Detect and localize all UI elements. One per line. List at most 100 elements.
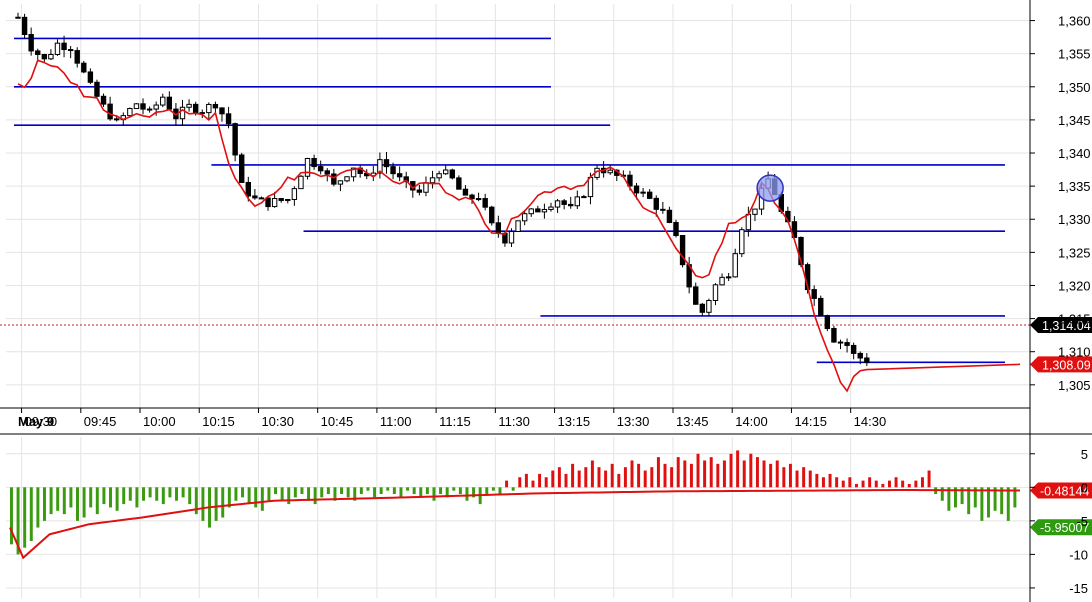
histogram-bar[interactable]: [1006, 487, 1010, 521]
histogram-bar[interactable]: [300, 487, 304, 495]
candle-body[interactable]: [581, 196, 587, 199]
candle-body[interactable]: [245, 181, 252, 197]
candle-body[interactable]: [192, 103, 199, 114]
histogram-bar[interactable]: [795, 470, 799, 488]
histogram-bar[interactable]: [505, 480, 509, 488]
histogram-bar[interactable]: [399, 487, 403, 498]
histogram-bar[interactable]: [386, 487, 390, 491]
histogram-bar[interactable]: [656, 457, 660, 488]
histogram-bar[interactable]: [729, 453, 733, 488]
candle-body[interactable]: [54, 42, 61, 55]
histogram-bar[interactable]: [260, 487, 264, 511]
histogram-bar[interactable]: [109, 487, 112, 508]
histogram-bar[interactable]: [419, 487, 423, 498]
histogram-bar[interactable]: [604, 470, 608, 488]
histogram-bar[interactable]: [1000, 487, 1004, 515]
histogram-bar[interactable]: [241, 487, 245, 498]
histogram-bar[interactable]: [346, 487, 350, 498]
candle-body[interactable]: [219, 107, 225, 115]
histogram-bar[interactable]: [788, 463, 792, 488]
histogram-bar[interactable]: [703, 460, 707, 488]
histogram-bar[interactable]: [736, 450, 740, 488]
histogram-bar[interactable]: [868, 477, 872, 488]
candle-body[interactable]: [587, 176, 594, 198]
candle-body[interactable]: [679, 235, 686, 266]
candle-body[interactable]: [107, 103, 113, 120]
candle-body[interactable]: [258, 197, 265, 200]
histogram-bar[interactable]: [901, 480, 905, 488]
histogram-bar[interactable]: [148, 487, 152, 498]
candle-body[interactable]: [508, 230, 515, 244]
candle-body[interactable]: [61, 42, 67, 51]
histogram-bar[interactable]: [828, 473, 832, 488]
candle-body[interactable]: [521, 213, 528, 222]
histogram-bar[interactable]: [188, 487, 192, 505]
histogram-bar[interactable]: [472, 487, 476, 498]
candle-body[interactable]: [232, 123, 238, 156]
histogram-bar[interactable]: [683, 460, 687, 488]
histogram-bar[interactable]: [571, 463, 575, 488]
histogram-bar[interactable]: [538, 473, 542, 488]
histogram-bar[interactable]: [960, 487, 964, 505]
histogram-bar[interactable]: [458, 487, 462, 495]
candle-body[interactable]: [864, 357, 870, 364]
histogram-bar[interactable]: [287, 487, 291, 505]
histogram-bar[interactable]: [82, 487, 86, 518]
histogram-bar[interactable]: [353, 487, 357, 501]
candle-body[interactable]: [719, 276, 725, 286]
candle-body[interactable]: [699, 303, 706, 313]
histogram-bar[interactable]: [947, 487, 951, 511]
histogram-bar[interactable]: [452, 487, 456, 491]
histogram-bar[interactable]: [95, 487, 99, 515]
candle-body[interactable]: [745, 213, 752, 231]
candle-body[interactable]: [81, 62, 87, 73]
candle-body[interactable]: [666, 209, 673, 223]
candle-body[interactable]: [15, 16, 21, 19]
histogram-bar[interactable]: [920, 477, 924, 488]
histogram-bar[interactable]: [590, 460, 594, 488]
histogram-bar[interactable]: [821, 477, 825, 488]
candle-body[interactable]: [271, 198, 278, 208]
histogram-bar[interactable]: [135, 487, 139, 508]
candle-body[interactable]: [752, 208, 758, 215]
candle-body[interactable]: [48, 53, 54, 60]
histogram-bar[interactable]: [406, 487, 410, 491]
candle-body[interactable]: [239, 154, 245, 183]
histogram-bar[interactable]: [980, 487, 984, 521]
candle-body[interactable]: [693, 286, 699, 305]
histogram-bar[interactable]: [762, 460, 766, 488]
candle-body[interactable]: [298, 175, 304, 190]
histogram-bar[interactable]: [43, 487, 46, 521]
histogram-bar[interactable]: [102, 487, 106, 505]
histogram-bar[interactable]: [227, 487, 231, 508]
histogram-bar[interactable]: [432, 487, 436, 501]
candle-body[interactable]: [304, 157, 311, 177]
candle-body[interactable]: [469, 194, 475, 200]
candle-body[interactable]: [837, 341, 844, 344]
candle-body[interactable]: [443, 169, 449, 175]
candle-body[interactable]: [133, 103, 140, 110]
histogram-bar[interactable]: [544, 477, 548, 488]
candle-body[interactable]: [436, 173, 442, 179]
histogram-bar[interactable]: [254, 487, 258, 508]
candle-body[interactable]: [482, 198, 488, 208]
support-resistance-lines[interactable]: [0, 37, 1030, 364]
histogram-bar[interactable]: [782, 467, 786, 488]
candle-body[interactable]: [475, 198, 482, 201]
histogram-bar[interactable]: [663, 463, 667, 488]
candle-body[interactable]: [377, 159, 383, 174]
histogram-bar[interactable]: [122, 487, 126, 505]
candle-body[interactable]: [811, 289, 817, 299]
histogram-bar[interactable]: [168, 487, 172, 498]
candle-body[interactable]: [317, 166, 324, 172]
candle-body[interactable]: [449, 169, 455, 179]
candle-body[interactable]: [74, 50, 80, 64]
candle-body[interactable]: [429, 177, 436, 184]
histogram-bar[interactable]: [914, 480, 918, 488]
candle-body[interactable]: [660, 208, 666, 211]
candle-body[interactable]: [732, 253, 738, 278]
candle-body[interactable]: [186, 103, 192, 108]
histogram-bar[interactable]: [927, 470, 931, 488]
histogram-bar[interactable]: [742, 460, 746, 488]
